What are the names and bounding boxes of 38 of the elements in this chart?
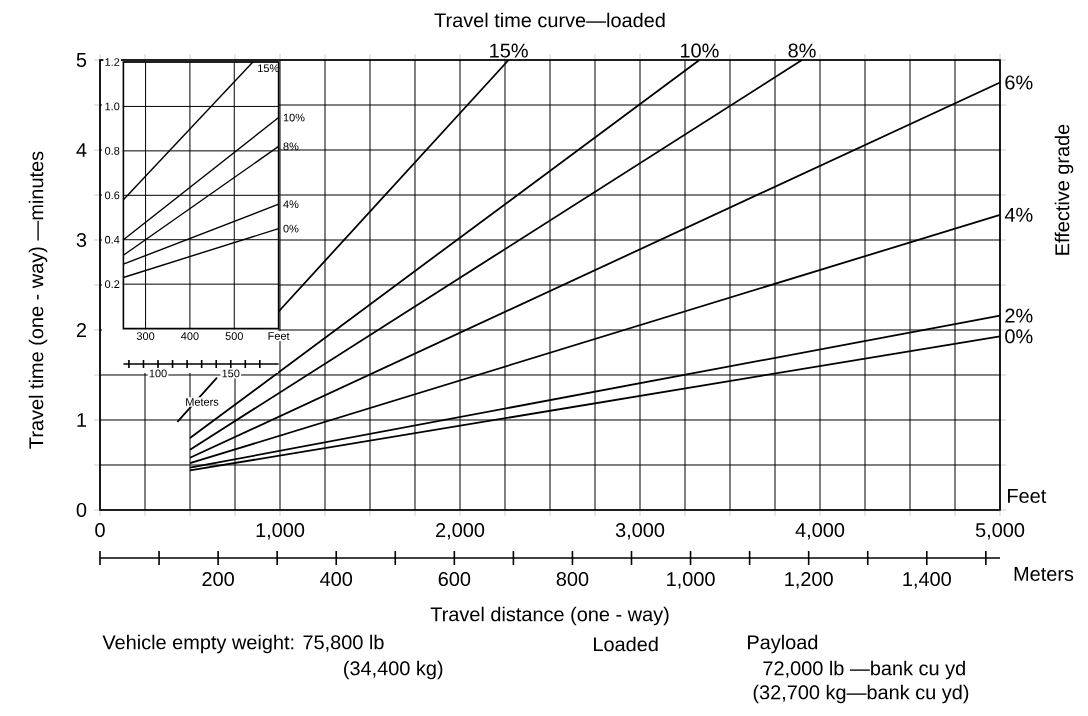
- x2-tick-label: 600: [438, 572, 471, 587]
- y-tick-label: 2: [76, 323, 86, 337]
- x-tick-label: 3,000: [615, 523, 665, 540]
- y-tick-label: 4: [76, 143, 87, 157]
- x2-tick-label: 1,000: [667, 572, 715, 589]
- x2-tick-label: 800: [556, 572, 589, 587]
- text: Vehicle empty weight: 75,800 lb: [102, 634, 384, 654]
- text: 72,000 lb —bank cu yd: [763, 660, 965, 680]
- series-label: 8%: [788, 43, 816, 58]
- x2-axis-title: Meters: [1014, 567, 1074, 581]
- text: (34,400 kg): [344, 660, 443, 680]
- x2-tick-label: 1,200: [785, 572, 833, 589]
- text: Payload: [748, 634, 818, 654]
- y-axis-title: Travel time (one - way) —minutes: [28, 151, 48, 449]
- text: Feet: [1008, 489, 1047, 503]
- series-label: 4%: [1004, 207, 1033, 222]
- series-label: 10%: [681, 43, 719, 58]
- y-tick-label: 1: [77, 413, 87, 427]
- x-tick-label: 5,000: [975, 523, 1025, 540]
- x-axis-title: Travel distance (one - way): [430, 606, 669, 626]
- x-tick-label: 2,000: [436, 523, 485, 540]
- text: (32,700 kg—bank cu yd): [753, 684, 969, 704]
- legend-title: Effective grade: [1054, 124, 1074, 255]
- x-tick-label: 1,000: [256, 523, 305, 540]
- x-tick-label: 0: [95, 523, 105, 538]
- x2-tick-label: 200: [202, 572, 234, 587]
- series-label: 6%: [1005, 75, 1033, 90]
- x2-tick-label: 1,400: [903, 572, 951, 589]
- x2-tick-label: 400: [320, 572, 353, 587]
- series-label: 2%: [1005, 308, 1033, 323]
- y-tick-label: 3: [76, 232, 87, 248]
- y-tick-label: 0: [76, 502, 87, 518]
- series-label: 15%: [490, 43, 528, 58]
- text: Loaded: [594, 636, 658, 652]
- chart-title: Travel time curve—loaded: [434, 12, 665, 28]
- y-tick-label: 5: [76, 53, 87, 67]
- x-tick-label: 4,000: [795, 523, 845, 540]
- series-label: 0%: [1005, 329, 1033, 344]
